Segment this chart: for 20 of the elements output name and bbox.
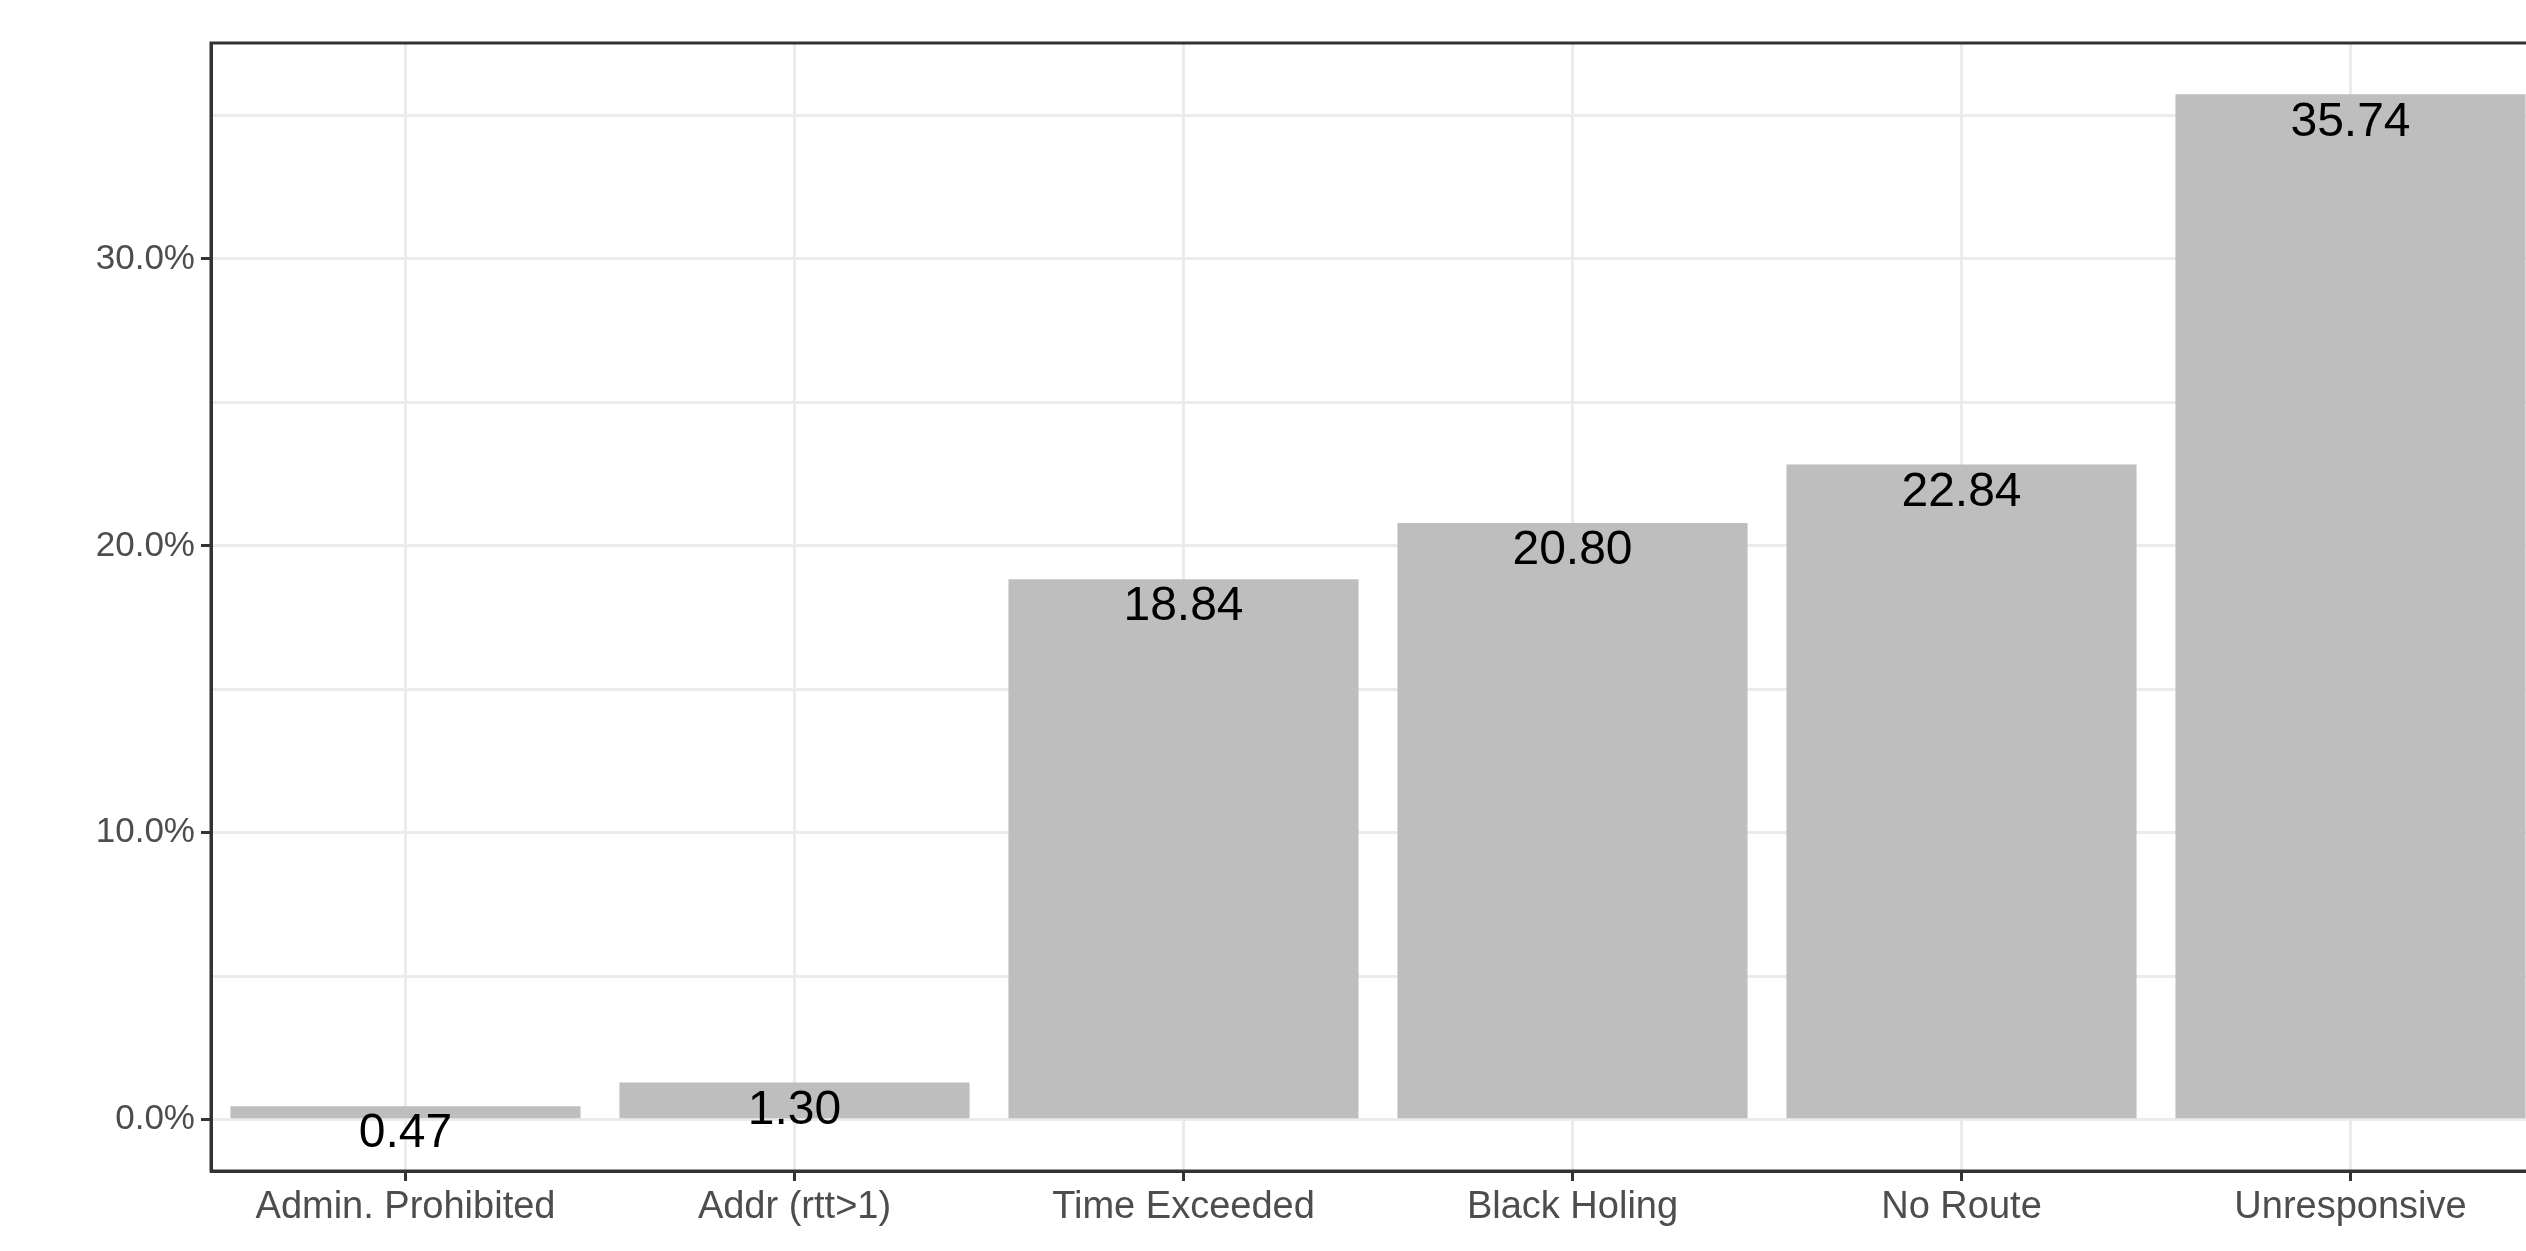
x-tick-label: No Route	[1881, 1184, 2042, 1227]
y-tick-label: 10.0%	[95, 810, 195, 850]
x-tick-label: Unresponsive	[2234, 1184, 2467, 1227]
data-label: 18.84	[1123, 577, 1244, 631]
x-tick-label: Admin. Prohibited	[255, 1184, 556, 1227]
bar	[1008, 579, 1359, 1119]
data-label: 35.74	[2290, 92, 2411, 146]
data-label: 1.30	[747, 1080, 842, 1134]
bar	[1397, 522, 1748, 1119]
x-tick-label: Addr (rtt>1)	[697, 1184, 892, 1227]
bar	[1786, 464, 2137, 1119]
data-label: 20.80	[1512, 521, 1633, 575]
y-tick-label: 20.0%	[95, 523, 195, 563]
data-label: 0.47	[358, 1104, 453, 1158]
bar	[2175, 94, 2526, 1119]
y-tick-label: 0.0%	[115, 1097, 195, 1137]
x-tick-label: Time Exceeded	[1052, 1184, 1315, 1227]
x-tick-label: Black Holing	[1466, 1184, 1679, 1227]
data-label: 22.84	[1901, 462, 2022, 516]
y-tick-label: 30.0%	[95, 236, 195, 276]
